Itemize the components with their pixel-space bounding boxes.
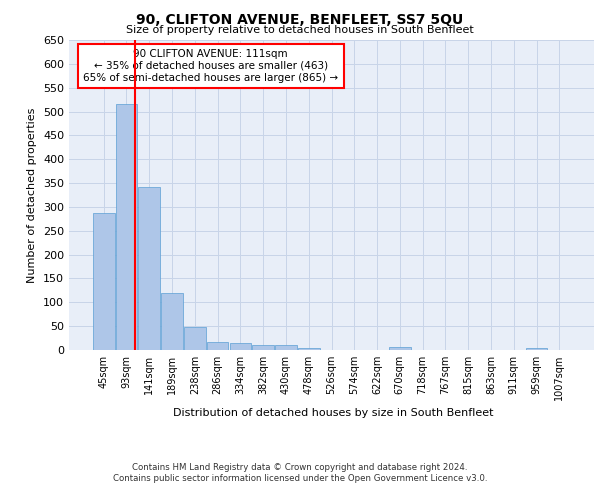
Bar xyxy=(275,345,297,350)
Bar xyxy=(230,344,251,350)
Bar xyxy=(161,293,183,350)
Text: Distribution of detached houses by size in South Benfleet: Distribution of detached houses by size … xyxy=(173,408,493,418)
Text: Contains HM Land Registry data © Crown copyright and database right 2024.: Contains HM Land Registry data © Crown c… xyxy=(132,462,468,471)
Bar xyxy=(253,345,274,350)
Bar xyxy=(116,104,137,350)
Text: Contains public sector information licensed under the Open Government Licence v3: Contains public sector information licen… xyxy=(113,474,487,483)
Text: 90, CLIFTON AVENUE, BENFLEET, SS7 5QU: 90, CLIFTON AVENUE, BENFLEET, SS7 5QU xyxy=(136,12,464,26)
Bar xyxy=(207,342,229,350)
Y-axis label: Number of detached properties: Number of detached properties xyxy=(28,108,37,282)
Bar xyxy=(298,348,320,350)
Bar xyxy=(526,348,547,350)
Bar xyxy=(389,346,410,350)
Bar xyxy=(184,327,206,350)
Bar xyxy=(93,213,115,350)
Text: 90 CLIFTON AVENUE: 111sqm
← 35% of detached houses are smaller (463)
65% of semi: 90 CLIFTON AVENUE: 111sqm ← 35% of detac… xyxy=(83,50,338,82)
Text: Size of property relative to detached houses in South Benfleet: Size of property relative to detached ho… xyxy=(126,25,474,35)
Bar xyxy=(139,188,160,350)
